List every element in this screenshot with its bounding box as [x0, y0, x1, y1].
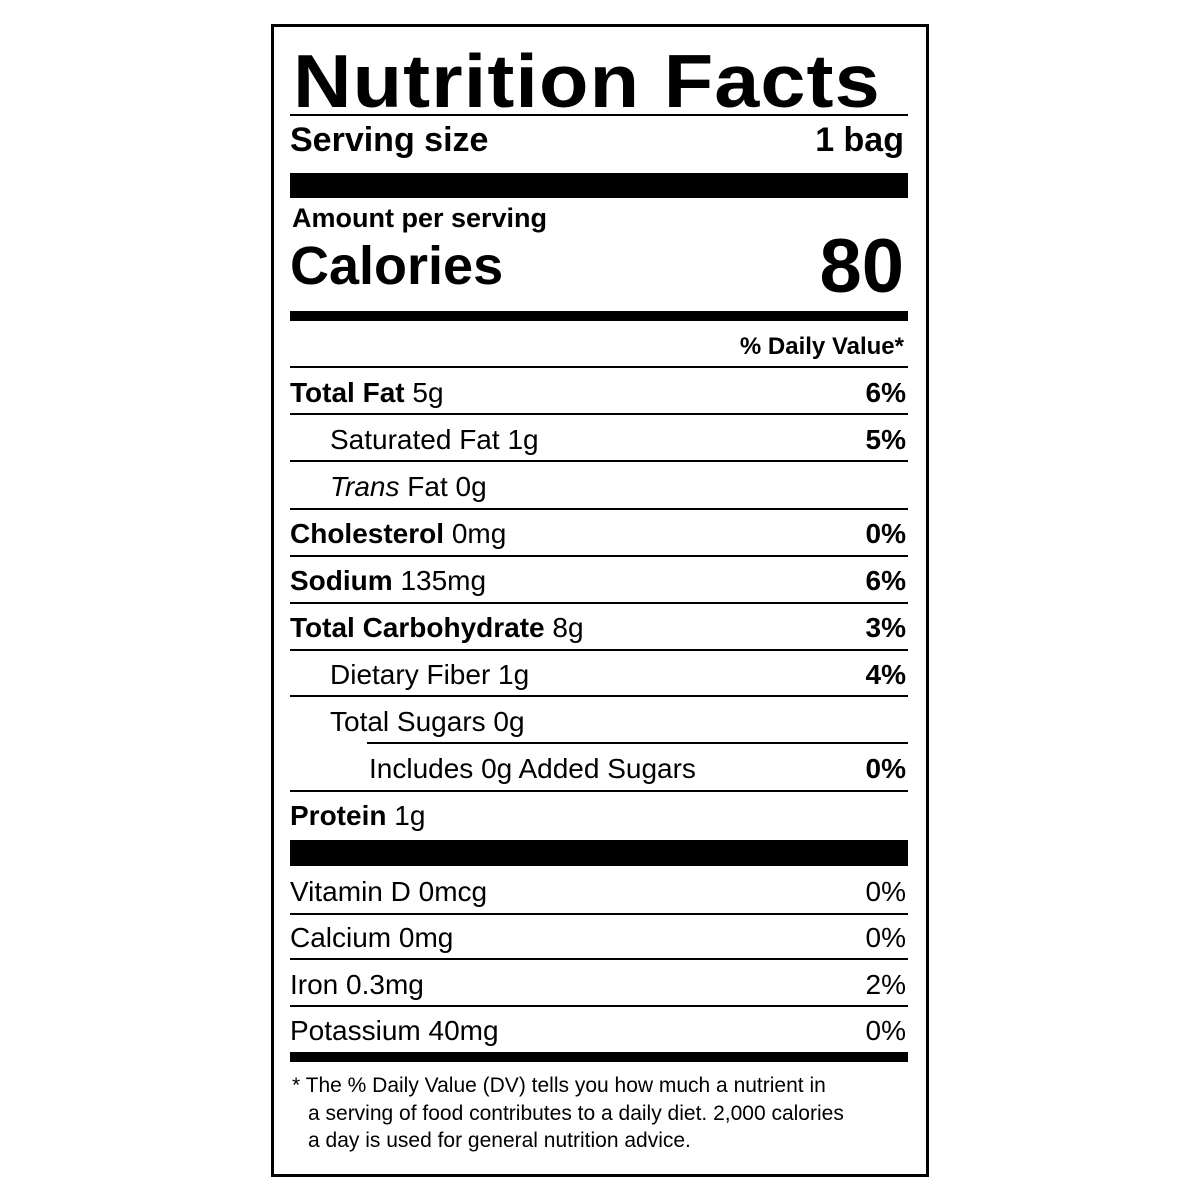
nutrient-name: Protein [290, 800, 387, 831]
nutrient-row-cholesterol: Cholesterol 0mg 0% [290, 514, 906, 554]
divider [290, 602, 908, 604]
daily-value-header: % Daily Value* [290, 332, 906, 362]
divider [290, 460, 908, 462]
vitamin-dv: 0% [865, 876, 906, 907]
nutrient-row-total-carbohydrate: Total Carbohydrate 8g 3% [290, 608, 906, 648]
divider [290, 649, 908, 651]
nutrient-row-trans-fat: Trans Fat 0g [290, 467, 906, 507]
nutrient-row-saturated-fat: Saturated Fat 1g 5% [290, 420, 906, 460]
vitamin-dv: 2% [865, 969, 906, 1000]
amount-per-serving: Amount per serving [292, 203, 548, 233]
nutrient-amount: 1g [498, 659, 530, 690]
divider [290, 1005, 908, 1007]
nutrient-dv: 6% [865, 377, 906, 408]
nutrient-amount: 5g [412, 377, 444, 408]
nutrient-amount: 0mg [451, 518, 507, 549]
divider [290, 695, 908, 697]
nutrient-row-total-sugars: Total Sugars 0g [290, 702, 906, 742]
nutrient-name: Includes 0g Added Sugars [369, 753, 696, 784]
vitamin-row-iron: Iron 0.3mg 2% [290, 965, 906, 1005]
serving-size-row: Serving size 1 bag [290, 118, 906, 162]
footnote-line: * The % Daily Value (DV) tells you how m… [292, 1074, 826, 1097]
nutrient-row-dietary-fiber: Dietary Fiber 1g 4% [290, 655, 906, 695]
divider [290, 913, 908, 915]
vitamin-name: Vitamin D 0mcg [290, 876, 488, 907]
nutrient-name: Dietary Fiber [330, 659, 491, 690]
serving-size-label: Serving size [290, 120, 489, 159]
medium-divider [290, 311, 908, 321]
divider [290, 508, 908, 510]
footnote-line: a day is used for general nutrition advi… [308, 1129, 691, 1152]
nutrient-row-added-sugars: Includes 0g Added Sugars 0% [290, 749, 906, 789]
serving-size-value: 1 bag [815, 120, 904, 159]
vitamin-name: Potassium 40mg [290, 1015, 499, 1046]
vitamin-name: Iron 0.3mg [290, 969, 424, 1000]
thick-divider [290, 840, 908, 866]
thick-divider [290, 173, 908, 198]
nutrient-amount: 0g [493, 706, 525, 737]
nutrient-row-total-fat: Total Fat 5g 6% [290, 373, 906, 413]
nutrient-dv: 5% [865, 424, 906, 455]
vitamin-name: Calcium 0mg [290, 922, 454, 953]
divider [290, 366, 908, 368]
nutrient-amount: 0g [455, 471, 487, 502]
footnote-line: a serving of food contributes to a daily… [308, 1102, 844, 1125]
label-title: Nutrition Facts [293, 39, 881, 123]
calories-value: 80 [819, 223, 904, 309]
nutrient-row-sodium: Sodium 135mg 6% [290, 561, 906, 601]
vitamin-dv: 0% [865, 1015, 906, 1046]
nutrient-name: Total Carbohydrate [290, 612, 545, 643]
nutrient-amount: 135mg [400, 565, 487, 596]
nutrient-name: Saturated Fat [330, 424, 500, 455]
divider [290, 790, 908, 792]
vitamin-row-vitamin-d: Vitamin D 0mcg 0% [290, 872, 906, 912]
nutrient-amount: 8g [552, 612, 584, 643]
nutrient-name: Total Fat [290, 377, 405, 408]
calories-row: Calories 80 [290, 224, 906, 309]
nutrient-dv: 0% [865, 753, 906, 784]
nutrition-label-border [271, 24, 929, 1177]
medium-divider [290, 1052, 908, 1062]
nutrient-name: Cholesterol [290, 518, 445, 549]
nutrient-amount: 1g [507, 424, 539, 455]
vitamin-row-calcium: Calcium 0mg 0% [290, 918, 906, 958]
divider [290, 958, 908, 960]
vitamin-row-potassium: Potassium 40mg 0% [290, 1011, 906, 1051]
divider-indented [367, 742, 908, 744]
nutrient-name-italic: Trans [330, 471, 400, 502]
nutrient-dv: 6% [865, 565, 906, 596]
nutrient-amount: 1g [394, 800, 426, 831]
vitamin-dv: 0% [865, 922, 906, 953]
nutrient-name: Total Sugars [330, 706, 486, 737]
calories-label: Calories [290, 236, 504, 296]
nutrient-name: Fat [407, 471, 448, 502]
nutrient-dv: 4% [865, 659, 906, 690]
nutrient-dv: 0% [865, 518, 906, 549]
daily-value-header-text: % Daily Value* [739, 333, 904, 360]
divider [290, 114, 908, 116]
divider [290, 555, 908, 557]
nutrient-row-protein: Protein 1g [290, 796, 906, 836]
divider [290, 413, 908, 415]
nutrient-dv: 3% [865, 612, 906, 643]
nutrient-name: Sodium [290, 565, 393, 596]
